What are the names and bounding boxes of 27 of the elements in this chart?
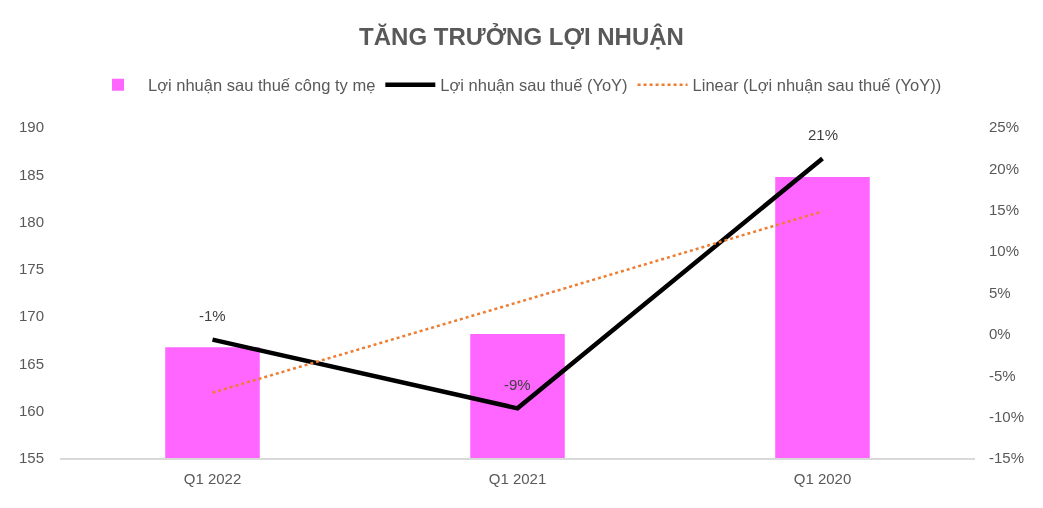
y-tick-label: 155: [18, 449, 44, 467]
x-tick-label: Q1 2021: [488, 469, 547, 487]
y-tick-label: 185: [18, 165, 44, 183]
y2-tick-label: 0%: [989, 325, 1011, 343]
data-label: 21%: [808, 126, 839, 143]
x-tick-label: Q1 2022: [183, 469, 242, 487]
x-tick-label: Q1 2020: [793, 469, 852, 487]
y-tick-label: 160: [18, 401, 44, 419]
legend-label: Linear (Lợi nhuận sau thuế (YoY)): [692, 76, 942, 95]
y2-tick-label: 25%: [989, 118, 1020, 136]
y-tick-label: 170: [18, 307, 44, 325]
y-tick-label: 190: [18, 118, 44, 136]
legend-label: Lợi nhuận sau thuế (YoY): [440, 76, 628, 95]
y-tick-label: 180: [18, 212, 44, 230]
data-label: -1%: [199, 307, 226, 324]
data-label: -9%: [504, 376, 531, 393]
y2-tick-label: -10%: [989, 407, 1025, 425]
legend-label: Lợi nhuận sau thuế công ty mẹ: [148, 76, 376, 95]
y-tick-label: 175: [18, 260, 44, 278]
y2-tick-label: 20%: [989, 159, 1020, 177]
y2-tick-label: 5%: [989, 283, 1011, 301]
y-tick-label: 165: [18, 354, 44, 372]
y2-tick-label: 15%: [989, 201, 1020, 218]
y2-tick-label: -5%: [989, 366, 1016, 384]
y2-tick-label: 10%: [989, 242, 1020, 260]
chart-title: TĂNG TRƯỞNG LỢI NHUẬN: [359, 22, 684, 51]
y2-tick-label: -15%: [989, 449, 1025, 467]
